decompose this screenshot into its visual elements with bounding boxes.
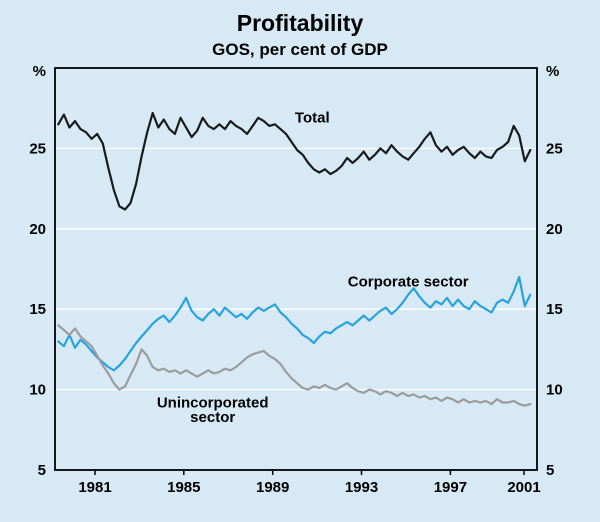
percent-label-left: % xyxy=(33,63,46,80)
y-tick-label-right: 20 xyxy=(546,221,563,238)
y-tick-label-right: 5 xyxy=(546,462,554,479)
y-tick-label-left: 5 xyxy=(38,462,46,479)
y-tick-label-left: 20 xyxy=(29,221,46,238)
x-tick-label: 1985 xyxy=(167,479,200,496)
chart-title: Profitability xyxy=(237,10,364,36)
x-tick-label: 1993 xyxy=(345,479,378,496)
annotation-corporate-sector: Corporate sector xyxy=(348,274,469,291)
plot-frame xyxy=(54,67,538,471)
x-tick-label: 1981 xyxy=(78,479,111,496)
series-line-corporate-sector xyxy=(57,275,532,372)
y-tick-label-left: 15 xyxy=(29,301,46,318)
series-line-unincorporated-sector xyxy=(57,324,532,407)
chart-subtitle: GOS, per cent of GDP xyxy=(212,40,388,59)
annotation-sector: sector xyxy=(190,409,235,426)
y-tick-label-right: 25 xyxy=(546,140,563,157)
x-tick-label: 2001 xyxy=(507,479,540,496)
annotation-total: Total xyxy=(295,110,330,127)
series-line-total xyxy=(57,111,532,211)
x-tick-label: 1989 xyxy=(256,479,289,496)
x-tick-label: 1997 xyxy=(434,479,467,496)
y-tick-label-left: 25 xyxy=(29,140,46,157)
y-tick-label-right: 15 xyxy=(546,301,563,318)
y-tick-label-left: 10 xyxy=(29,382,46,399)
y-tick-label-right: 10 xyxy=(546,382,563,399)
annotation-unincorporated: Unincorporated xyxy=(157,394,269,411)
percent-label-right: % xyxy=(546,63,559,80)
